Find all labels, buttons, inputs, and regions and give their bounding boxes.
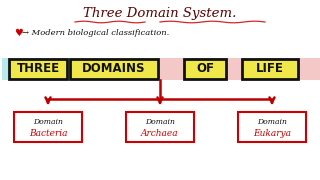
Text: DOMAINS: DOMAINS <box>82 62 146 75</box>
Text: Domain: Domain <box>33 118 63 126</box>
FancyBboxPatch shape <box>160 58 320 80</box>
FancyBboxPatch shape <box>14 112 82 142</box>
Text: → Modern biological classification.: → Modern biological classification. <box>22 29 169 37</box>
FancyBboxPatch shape <box>126 112 194 142</box>
FancyBboxPatch shape <box>70 59 158 79</box>
FancyBboxPatch shape <box>2 58 160 80</box>
FancyBboxPatch shape <box>238 112 306 142</box>
Text: OF: OF <box>196 62 214 75</box>
FancyBboxPatch shape <box>9 59 67 79</box>
Text: THREE: THREE <box>16 62 60 75</box>
Text: Domain: Domain <box>257 118 287 126</box>
FancyBboxPatch shape <box>184 59 226 79</box>
Text: Eukarya: Eukarya <box>253 129 291 138</box>
Text: Domain: Domain <box>145 118 175 126</box>
Text: Three Domain System.: Three Domain System. <box>83 8 237 21</box>
Text: ♥: ♥ <box>14 28 23 38</box>
FancyBboxPatch shape <box>242 59 298 79</box>
Text: LIFE: LIFE <box>256 62 284 75</box>
Text: Bacteria: Bacteria <box>29 129 67 138</box>
Text: Archaea: Archaea <box>141 129 179 138</box>
